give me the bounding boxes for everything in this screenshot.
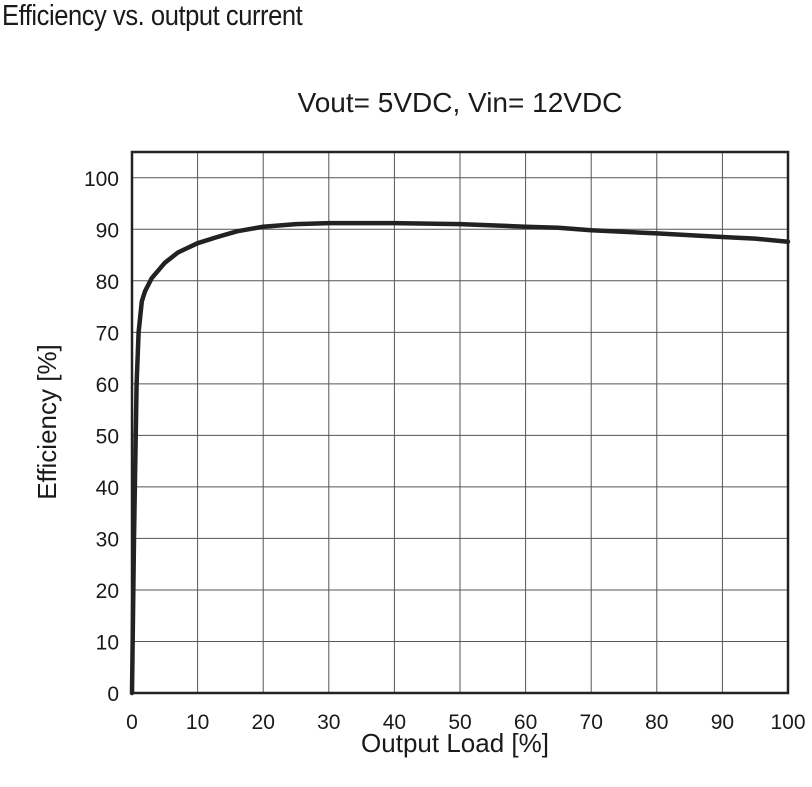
y-tick-label: 20 (96, 580, 119, 603)
x-tick-label: 30 (317, 711, 340, 734)
x-tick-label: 0 (126, 711, 138, 734)
x-tick-label: 60 (514, 711, 537, 734)
x-tick-label: 20 (252, 711, 275, 734)
x-tick-label: 80 (645, 711, 668, 734)
y-tick-label: 10 (96, 631, 119, 654)
y-tick-label: 0 (107, 683, 119, 706)
y-tick-label: 70 (96, 322, 119, 345)
series-layer (129, 220, 791, 696)
x-tick-label: 70 (580, 711, 603, 734)
y-tick-label: 90 (96, 219, 119, 242)
x-tick-label: 100 (770, 711, 805, 734)
plot-frame (130, 150, 790, 695)
y-tick-label: 30 (96, 528, 119, 551)
x-tick-label: 90 (711, 711, 734, 734)
x-tick-labels: 0 10 20 30 40 50 60 70 80 90 100 (126, 711, 805, 734)
x-axis-label: Output Load [%] (361, 728, 549, 758)
grid-lines (132, 152, 788, 693)
x-tick-label: 40 (383, 711, 406, 734)
y-tick-label: 40 (96, 477, 119, 500)
y-axis-label: Efficiency [%] (32, 344, 62, 500)
y-tick-label: 50 (96, 425, 119, 448)
y-tick-label: 100 (84, 168, 119, 191)
efficiency-curve (129, 220, 791, 696)
y-tick-label: 80 (96, 271, 119, 294)
chart-subtitle: Vout= 5VDC, Vin= 12VDC (298, 87, 623, 118)
page-title: Efficiency vs. output current (2, 0, 303, 32)
y-tick-label: 60 (96, 374, 119, 397)
x-tick-label: 10 (186, 711, 209, 734)
x-tick-label: 50 (448, 711, 471, 734)
y-tick-labels: 0 10 20 30 40 50 60 70 80 90 100 (84, 168, 119, 706)
